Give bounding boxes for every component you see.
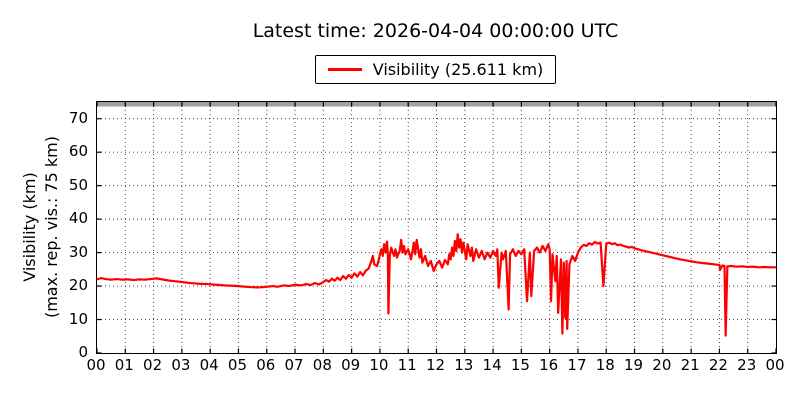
x-tick-label: 15 (510, 356, 530, 374)
x-tick-label: 07 (284, 356, 304, 374)
x-tick-label: 18 (595, 356, 615, 374)
x-tick-label: 05 (227, 356, 247, 374)
x-tick-label: 13 (454, 356, 474, 374)
x-tick-label: 21 (680, 356, 700, 374)
legend-line-sample (327, 68, 362, 71)
y-tick-label: 70 (68, 108, 88, 127)
x-tick-label: 14 (482, 356, 502, 374)
y-tick-label: 50 (68, 175, 88, 194)
chart-title: Latest time: 2026-04-04 00:00:00 UTC (252, 20, 619, 42)
y-tick-label: 20 (68, 276, 88, 295)
x-tick-label: 10 (369, 356, 389, 374)
x-tick-label: 20 (652, 356, 672, 374)
legend: Visibility (25.611 km) (314, 55, 557, 84)
x-tick-label: 17 (567, 356, 587, 374)
x-tick-label: 22 (708, 356, 728, 374)
x-tick-label: 08 (312, 356, 332, 374)
legend-row: Visibility (25.611 km) (96, 55, 775, 84)
x-tick-label: 02 (143, 356, 163, 374)
x-tick-label: 03 (171, 356, 191, 374)
x-tick-label: 16 (539, 356, 559, 374)
x-tick-label: 00 (765, 356, 785, 374)
plot-area (96, 101, 777, 354)
x-tick-label: 11 (397, 356, 417, 374)
x-tick-label: 00 (86, 356, 106, 374)
x-tick-label: 19 (623, 356, 644, 374)
x-tick-label: 06 (256, 356, 276, 374)
visibility-line (97, 233, 776, 337)
plot-svg (97, 102, 776, 353)
x-tick-label: 01 (114, 356, 134, 374)
x-tick-label: 04 (199, 356, 219, 374)
legend-label: Visibility (25.611 km) (372, 60, 544, 79)
y-tick-label: 60 (68, 142, 88, 161)
x-tick-label: 09 (341, 356, 361, 374)
y-tick-label: 40 (68, 209, 88, 228)
y-tick-label: 30 (68, 242, 88, 261)
x-tick-label: 12 (425, 356, 446, 374)
y-tick-label: 10 (68, 309, 88, 328)
y-axis-label-line1: Visibility (km) (20, 172, 39, 282)
x-tick-label: 23 (737, 356, 757, 374)
y-tick-label: 0 (78, 343, 88, 361)
